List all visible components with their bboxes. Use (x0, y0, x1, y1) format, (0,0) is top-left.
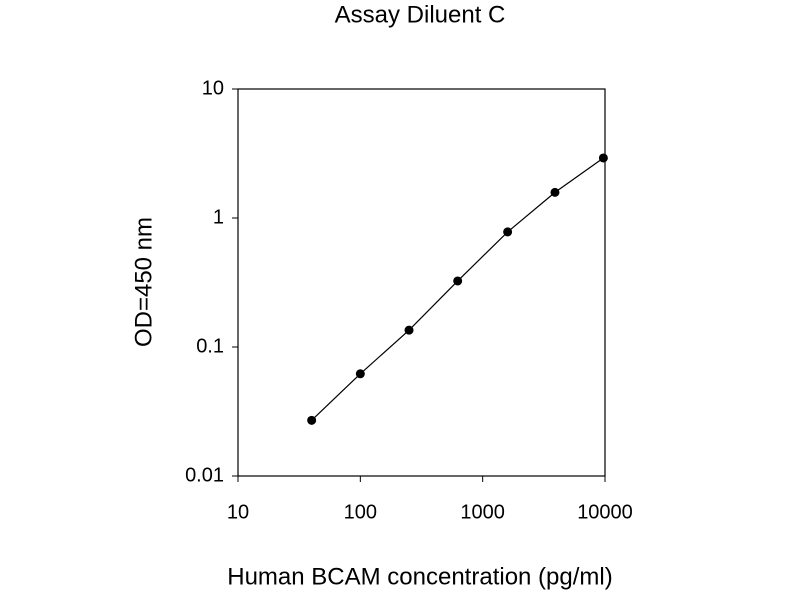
data-point (307, 415, 317, 425)
data-point (503, 227, 513, 237)
y-tick-label: 0.1 (196, 335, 224, 357)
data-point (453, 276, 463, 286)
y-tick-label: 1 (213, 206, 224, 228)
x-tick-label: 10 (227, 501, 249, 523)
data-line (311, 157, 604, 421)
y-axis-label: OD=450 nm (130, 217, 157, 347)
x-tick-label: 10000 (577, 501, 633, 523)
data-point (550, 187, 560, 197)
data-point (598, 153, 608, 163)
x-tick-label: 1000 (460, 501, 505, 523)
x-tick-label: 100 (344, 501, 377, 523)
y-tick-label: 10 (202, 77, 224, 99)
data-point (404, 325, 414, 335)
x-axis-label: Human BCAM concentration (pg/ml) (227, 563, 612, 590)
y-tick-label: 0.01 (185, 464, 224, 486)
chart-title: Assay Diluent C (335, 1, 506, 28)
data-point (355, 369, 365, 379)
plot-frame (237, 88, 606, 477)
